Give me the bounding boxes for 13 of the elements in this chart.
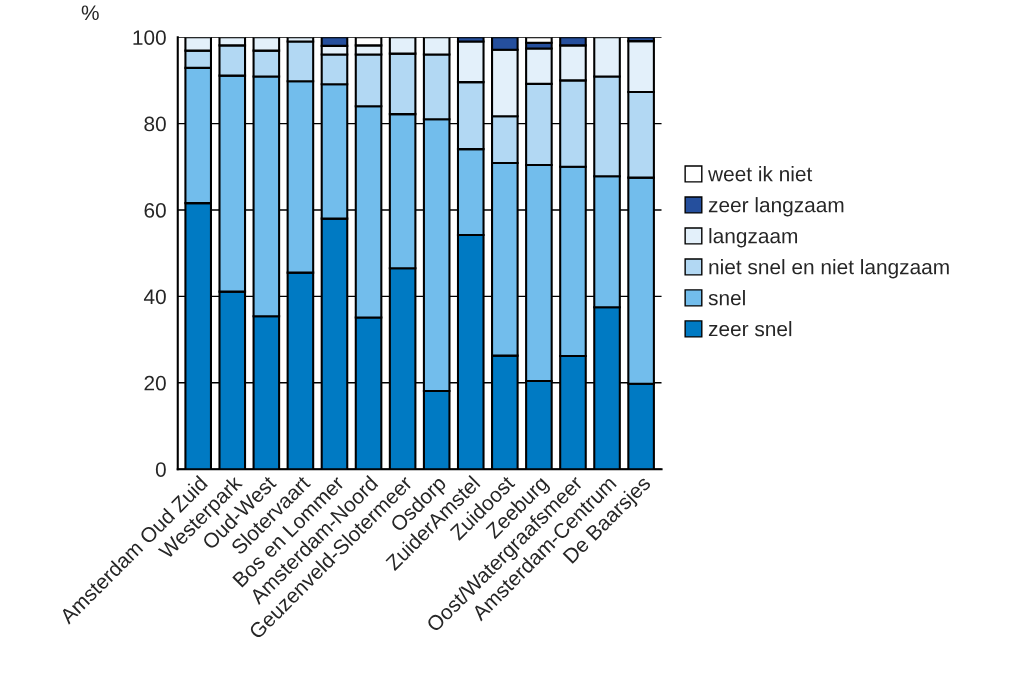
y-tick-label: 20 bbox=[144, 375, 166, 391]
legend-label: weet ik niet bbox=[708, 166, 813, 182]
legend-label: langzaam bbox=[709, 228, 798, 248]
y-tick-label: 0 bbox=[155, 462, 166, 477]
legend-label: snel bbox=[708, 290, 745, 306]
y-tick-label: 60 bbox=[144, 203, 166, 218]
y-tick-label: 40 bbox=[143, 289, 166, 305]
y-tick-label: 80 bbox=[144, 116, 166, 132]
legend-label: niet snel en niet langzaam bbox=[709, 259, 949, 279]
legend-label: zeer snel bbox=[708, 321, 792, 337]
y-axis-title: % bbox=[81, 5, 99, 21]
legend-label: zeer langzaam bbox=[708, 197, 844, 217]
y-tick-label: 100 bbox=[133, 30, 166, 45]
